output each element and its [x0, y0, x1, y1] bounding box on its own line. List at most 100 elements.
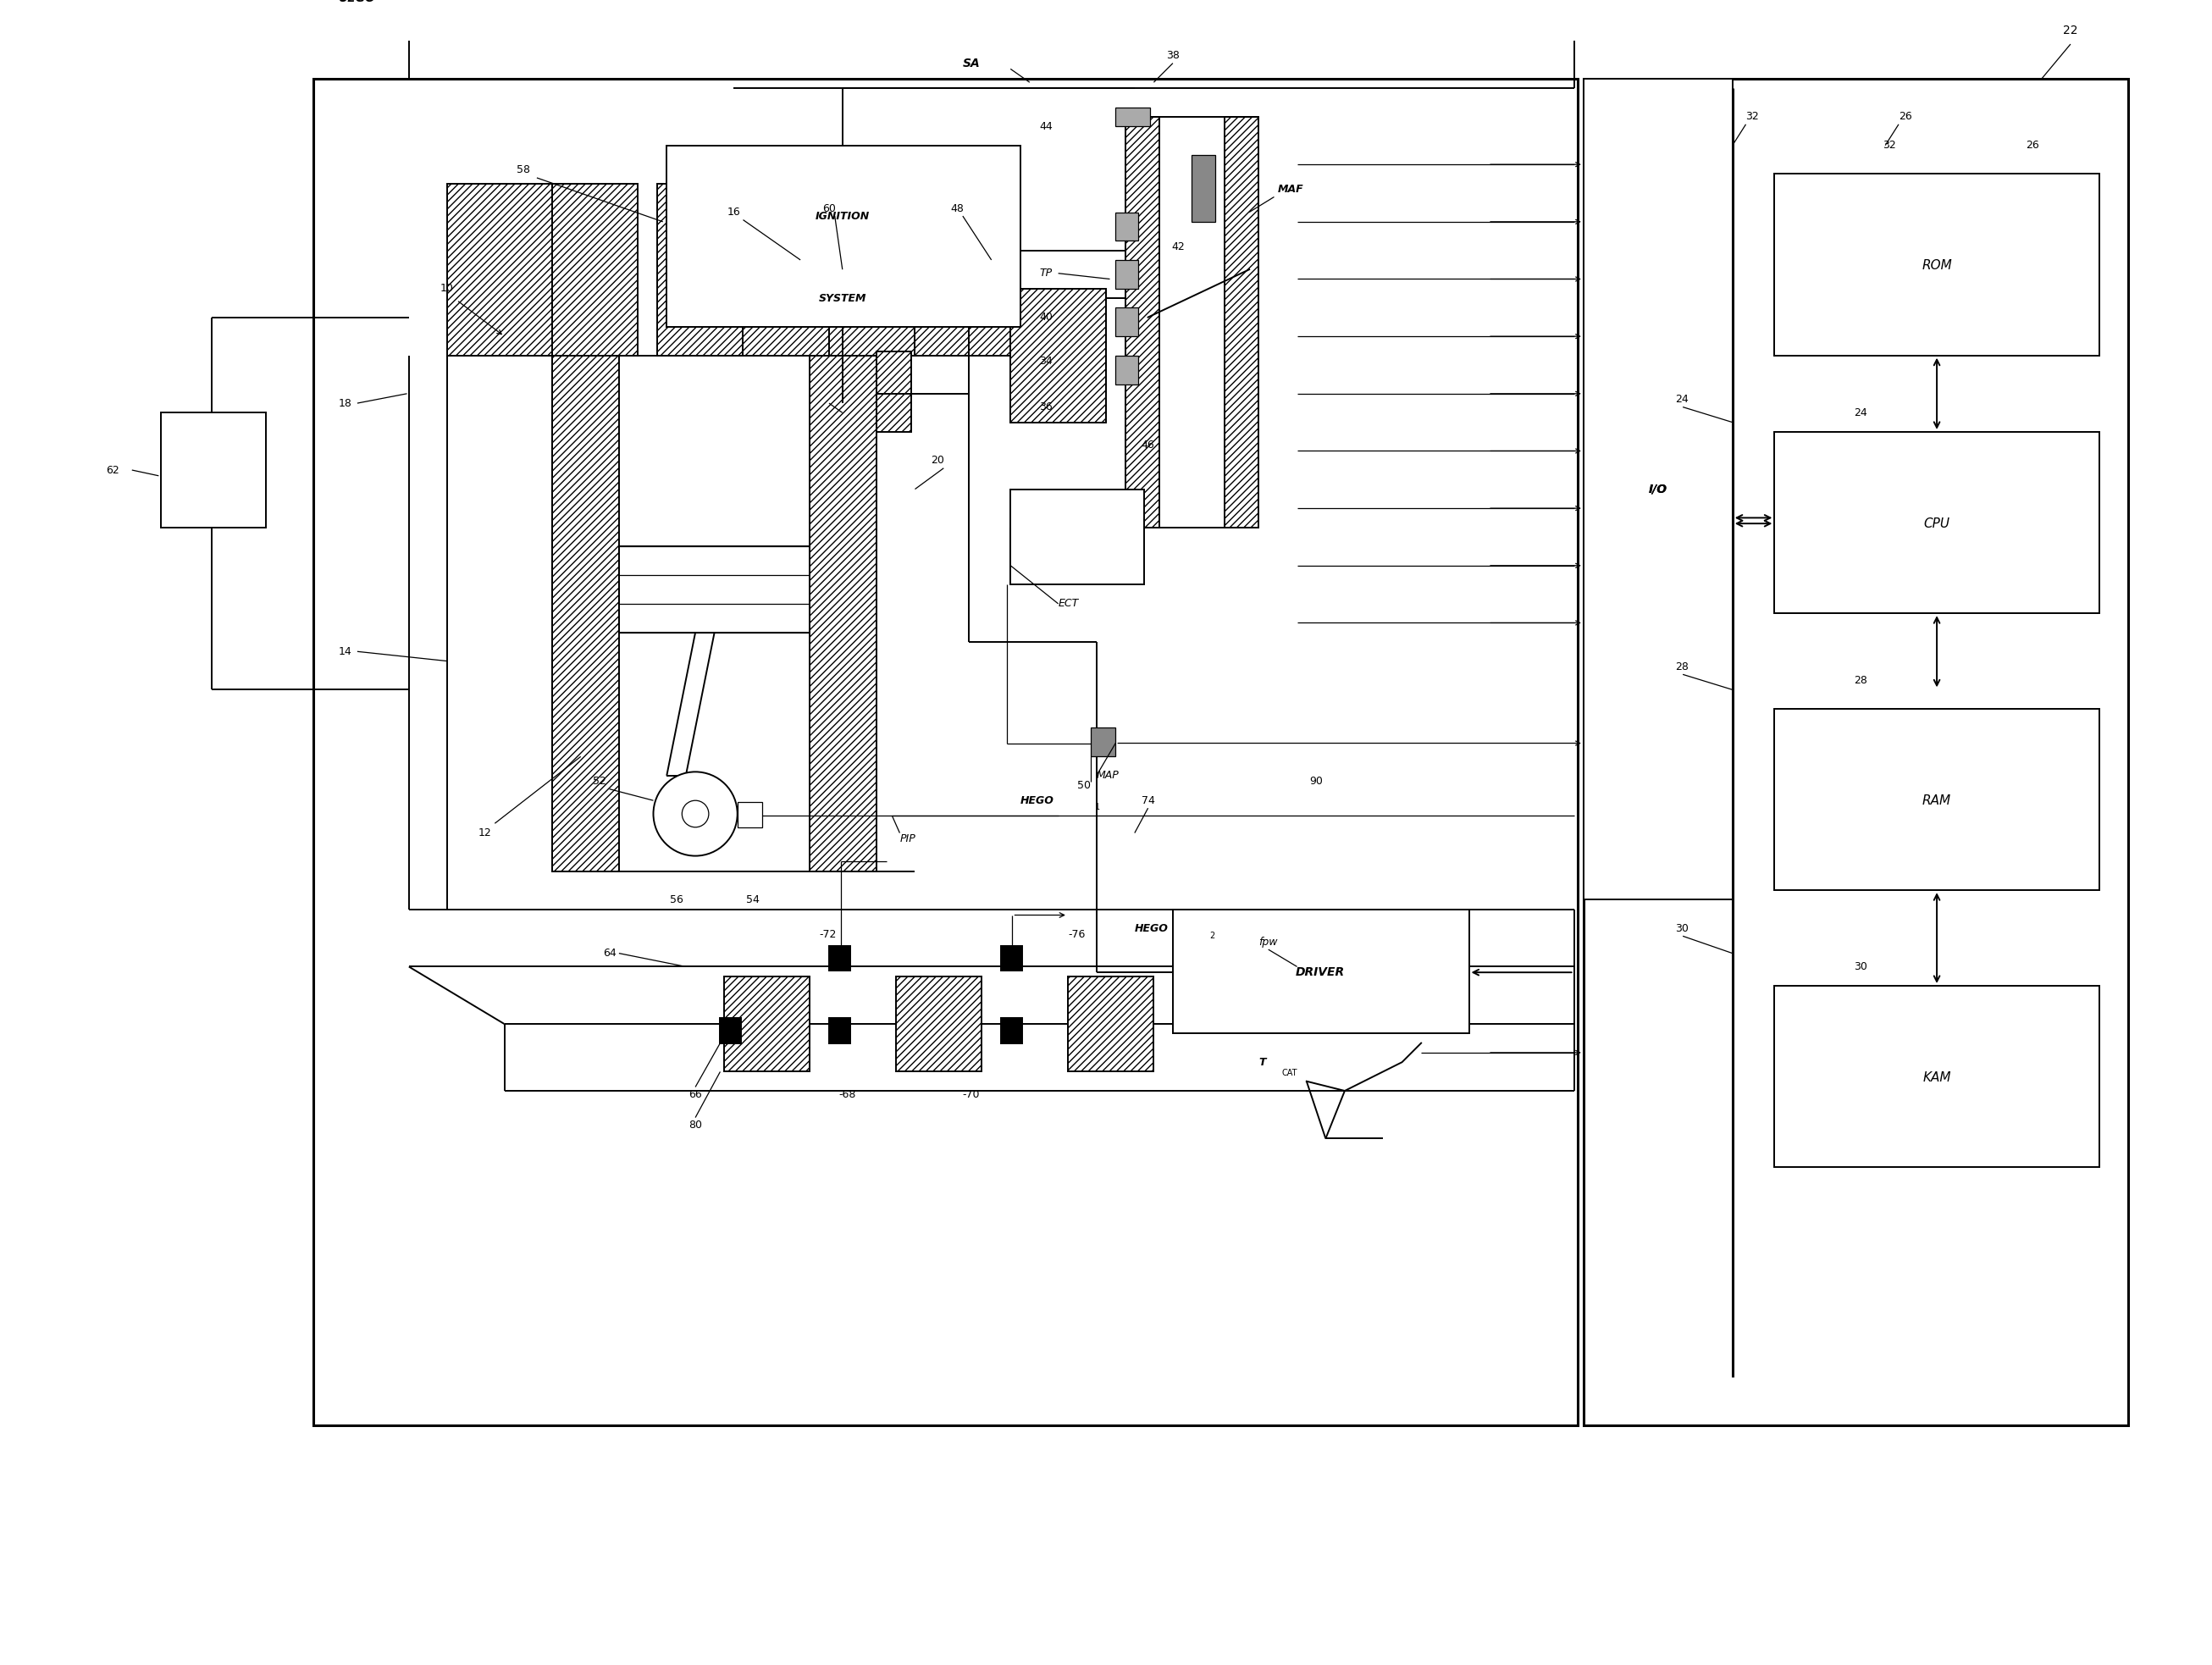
Text: 42: 42: [1172, 241, 1186, 251]
Bar: [830, 183, 916, 355]
Text: 28: 28: [1854, 674, 1867, 686]
Text: 36: 36: [1040, 401, 1053, 413]
Bar: [830, 1019, 849, 1042]
Text: 14: 14: [338, 646, 352, 658]
Bar: [830, 946, 849, 971]
Text: 18: 18: [338, 398, 352, 408]
Text: 22: 22: [2064, 25, 2077, 37]
Bar: [896, 976, 982, 1072]
Bar: [1774, 709, 2099, 891]
Text: 44: 44: [1040, 122, 1053, 132]
Bar: [1774, 986, 2099, 1167]
Text: I/O: I/O: [1648, 483, 1668, 495]
Bar: [1584, 78, 2128, 1425]
Text: SA: SA: [962, 57, 980, 70]
Bar: [657, 183, 743, 355]
Circle shape: [1177, 283, 1199, 306]
Bar: [1172, 909, 1469, 1034]
Text: 48: 48: [951, 203, 964, 213]
Bar: [161, 413, 265, 528]
Text: -68: -68: [838, 1089, 856, 1101]
Text: 56: 56: [670, 894, 684, 906]
Text: fpw: fpw: [1259, 936, 1279, 947]
Bar: [1774, 173, 2099, 355]
Bar: [666, 145, 1020, 326]
Bar: [447, 183, 553, 355]
Bar: [1068, 976, 1155, 1072]
Text: 28: 28: [1674, 661, 1688, 673]
Text: 32: 32: [1745, 112, 1759, 122]
Text: I/O: I/O: [1648, 483, 1668, 495]
Text: 46: 46: [1141, 440, 1155, 451]
Text: 20: 20: [931, 455, 945, 466]
Text: 30: 30: [1854, 961, 1867, 972]
Text: MAF: MAF: [1279, 183, 1303, 195]
Circle shape: [653, 773, 737, 856]
Text: 38: 38: [1166, 50, 1179, 62]
Text: 62: 62: [106, 465, 119, 476]
Text: -76: -76: [1068, 929, 1086, 939]
Bar: [1002, 1019, 1022, 1042]
Text: 50: 50: [1077, 779, 1091, 791]
Text: 2: 2: [1210, 931, 1214, 939]
Bar: [1011, 288, 1106, 423]
Text: 58: 58: [518, 165, 531, 176]
Bar: [1011, 490, 1144, 584]
Text: KAM: KAM: [1922, 1071, 1951, 1084]
Text: -72: -72: [818, 929, 836, 939]
Bar: [1002, 946, 1022, 971]
Text: ECT: ECT: [1057, 598, 1079, 609]
Text: RAM: RAM: [1922, 794, 1951, 808]
Text: 24: 24: [1674, 395, 1688, 405]
Text: 1: 1: [1095, 803, 1099, 813]
Text: 26: 26: [1898, 112, 1911, 122]
Bar: [553, 183, 637, 355]
Text: UEGO: UEGO: [338, 0, 376, 5]
Bar: [743, 183, 830, 355]
Text: 24: 24: [1854, 408, 1867, 418]
Bar: [1115, 355, 1139, 385]
Bar: [1192, 155, 1214, 221]
Bar: [810, 355, 876, 871]
Bar: [1115, 211, 1139, 241]
Text: 40: 40: [1040, 311, 1053, 323]
Bar: [737, 803, 763, 828]
Bar: [1091, 728, 1115, 756]
Circle shape: [681, 801, 708, 828]
Bar: [876, 351, 911, 431]
Text: HEGO: HEGO: [1020, 794, 1053, 806]
Text: 32: 32: [1882, 140, 1896, 152]
Bar: [916, 260, 1011, 355]
Text: ROM: ROM: [1922, 260, 1951, 271]
Text: CPU: CPU: [1924, 518, 1951, 529]
Bar: [1774, 431, 2099, 613]
Bar: [723, 976, 810, 1072]
Bar: [1584, 78, 1732, 899]
Bar: [314, 78, 1577, 1425]
Text: MAP: MAP: [1097, 771, 1119, 781]
Text: HEGO: HEGO: [1135, 922, 1168, 934]
Text: 12: 12: [478, 828, 491, 839]
Text: PIP: PIP: [900, 832, 916, 844]
Text: IGNITION: IGNITION: [816, 210, 869, 221]
Text: -70: -70: [962, 1089, 980, 1101]
Text: DRIVER: DRIVER: [1296, 966, 1345, 979]
Text: 66: 66: [688, 1089, 701, 1101]
Text: 74: 74: [1141, 794, 1155, 806]
Bar: [1115, 260, 1139, 288]
Bar: [916, 165, 1011, 260]
Text: 34: 34: [1040, 356, 1053, 366]
Text: 52: 52: [593, 776, 606, 788]
Text: 64: 64: [602, 947, 617, 959]
Bar: [1115, 308, 1139, 336]
Text: 10: 10: [440, 283, 453, 295]
Text: 54: 54: [745, 894, 759, 906]
Bar: [1225, 117, 1259, 528]
Text: 16: 16: [728, 206, 741, 218]
Text: 80: 80: [688, 1119, 701, 1131]
Text: TP: TP: [1040, 268, 1053, 278]
Bar: [1115, 107, 1150, 127]
Text: T: T: [1259, 1057, 1265, 1067]
Text: 60: 60: [823, 203, 836, 213]
Text: 30: 30: [1674, 922, 1688, 934]
